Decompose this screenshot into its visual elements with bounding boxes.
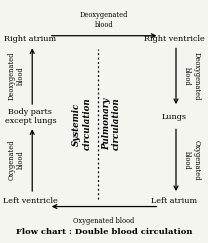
Text: Lungs: Lungs [162, 113, 187, 121]
Text: Right atrium: Right atrium [4, 35, 56, 43]
Text: Flow chart : Double blood circulation: Flow chart : Double blood circulation [16, 228, 192, 236]
Text: Oxygenated blood: Oxygenated blood [73, 217, 135, 225]
Text: Deoxygenated
blood: Deoxygenated blood [80, 11, 128, 29]
Text: Pulmonary
circulation: Pulmonary circulation [102, 98, 121, 150]
Text: Deoxygenated
blood: Deoxygenated blood [183, 52, 200, 100]
Text: Left ventricle: Left ventricle [3, 197, 58, 205]
Text: Body parts
except lungs: Body parts except lungs [5, 108, 56, 125]
Text: Systemic
circulation: Systemic circulation [72, 98, 92, 150]
Text: Oxygenated
blood: Oxygenated blood [183, 140, 200, 180]
Text: Left atrium: Left atrium [151, 197, 197, 205]
Text: Oxygenated
blood: Oxygenated blood [8, 140, 25, 180]
Text: Right ventricle: Right ventricle [144, 35, 204, 43]
Text: Deoxygenated
blood: Deoxygenated blood [8, 52, 25, 100]
